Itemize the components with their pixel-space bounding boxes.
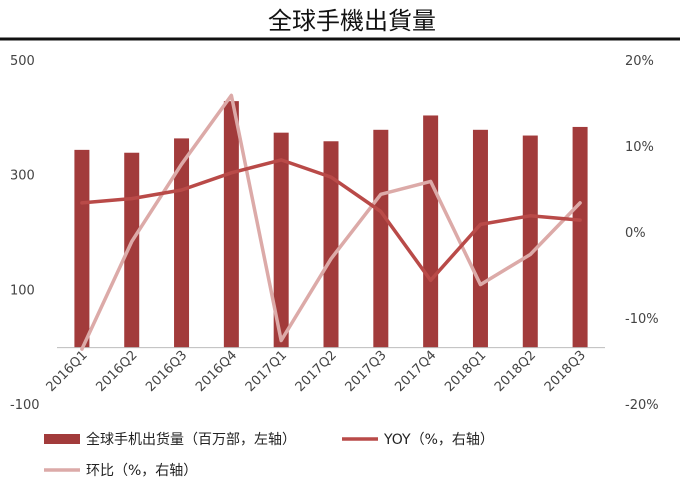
x-tick-label: 2017Q3	[343, 348, 390, 395]
x-tick-label: 2018Q3	[542, 348, 589, 395]
legend-swatch-bar	[44, 434, 80, 444]
bar	[124, 152, 140, 348]
left-tick-label: 100	[10, 283, 35, 298]
x-tick-label: 2018Q1	[442, 348, 489, 395]
x-tick-label: 2017Q1	[243, 348, 290, 395]
left-tick-label: 300	[10, 169, 35, 184]
bar	[74, 149, 90, 348]
right-tick-label: 10%	[625, 140, 654, 155]
bar	[323, 141, 339, 348]
bar	[423, 115, 439, 348]
x-tick-label: 2018Q2	[492, 348, 539, 395]
series-line	[80, 158, 582, 283]
bar	[273, 132, 289, 348]
x-tick-label: 2016Q2	[93, 348, 140, 395]
x-tick-label: 2016Q1	[44, 348, 91, 395]
bar	[472, 129, 488, 348]
bar	[373, 129, 389, 348]
legend-label: 全球手机出货量（百万部，左轴）	[86, 431, 296, 448]
left-tick-label: 500	[10, 54, 35, 69]
x-tick-label: 2016Q3	[143, 348, 190, 395]
left-axis: -100 100 300 500	[10, 54, 40, 413]
line-series	[80, 93, 582, 351]
legend-label: 环比（%，右轴）	[86, 463, 197, 479]
bar-series	[74, 101, 588, 348]
x-tick-label: 2016Q4	[193, 348, 240, 395]
right-tick-label: -10%	[625, 312, 659, 327]
bar	[522, 135, 538, 348]
chart-title: 全球手機出貨量	[268, 7, 436, 35]
bar	[572, 126, 588, 348]
x-tick-label: 2017Q4	[392, 348, 439, 395]
right-tick-label: 0%	[625, 226, 646, 241]
right-tick-label: -20%	[625, 398, 659, 413]
right-tick-label: 20%	[625, 54, 654, 69]
bar	[223, 101, 239, 348]
legend: 全球手机出货量（百万部，左轴） YOY（%，右轴） 环比（%，右轴）	[44, 431, 494, 479]
legend-label: YOY（%，右轴）	[383, 432, 494, 448]
right-axis: -20% -10% 0% 10% 20%	[625, 54, 659, 413]
series-line	[80, 93, 582, 351]
left-tick-label: -100	[10, 398, 40, 413]
x-tick-label: 2017Q2	[293, 348, 340, 395]
x-axis: 2016Q1 2016Q2 2016Q3 2016Q4 2017Q1 2017Q2 2017…	[44, 348, 589, 395]
